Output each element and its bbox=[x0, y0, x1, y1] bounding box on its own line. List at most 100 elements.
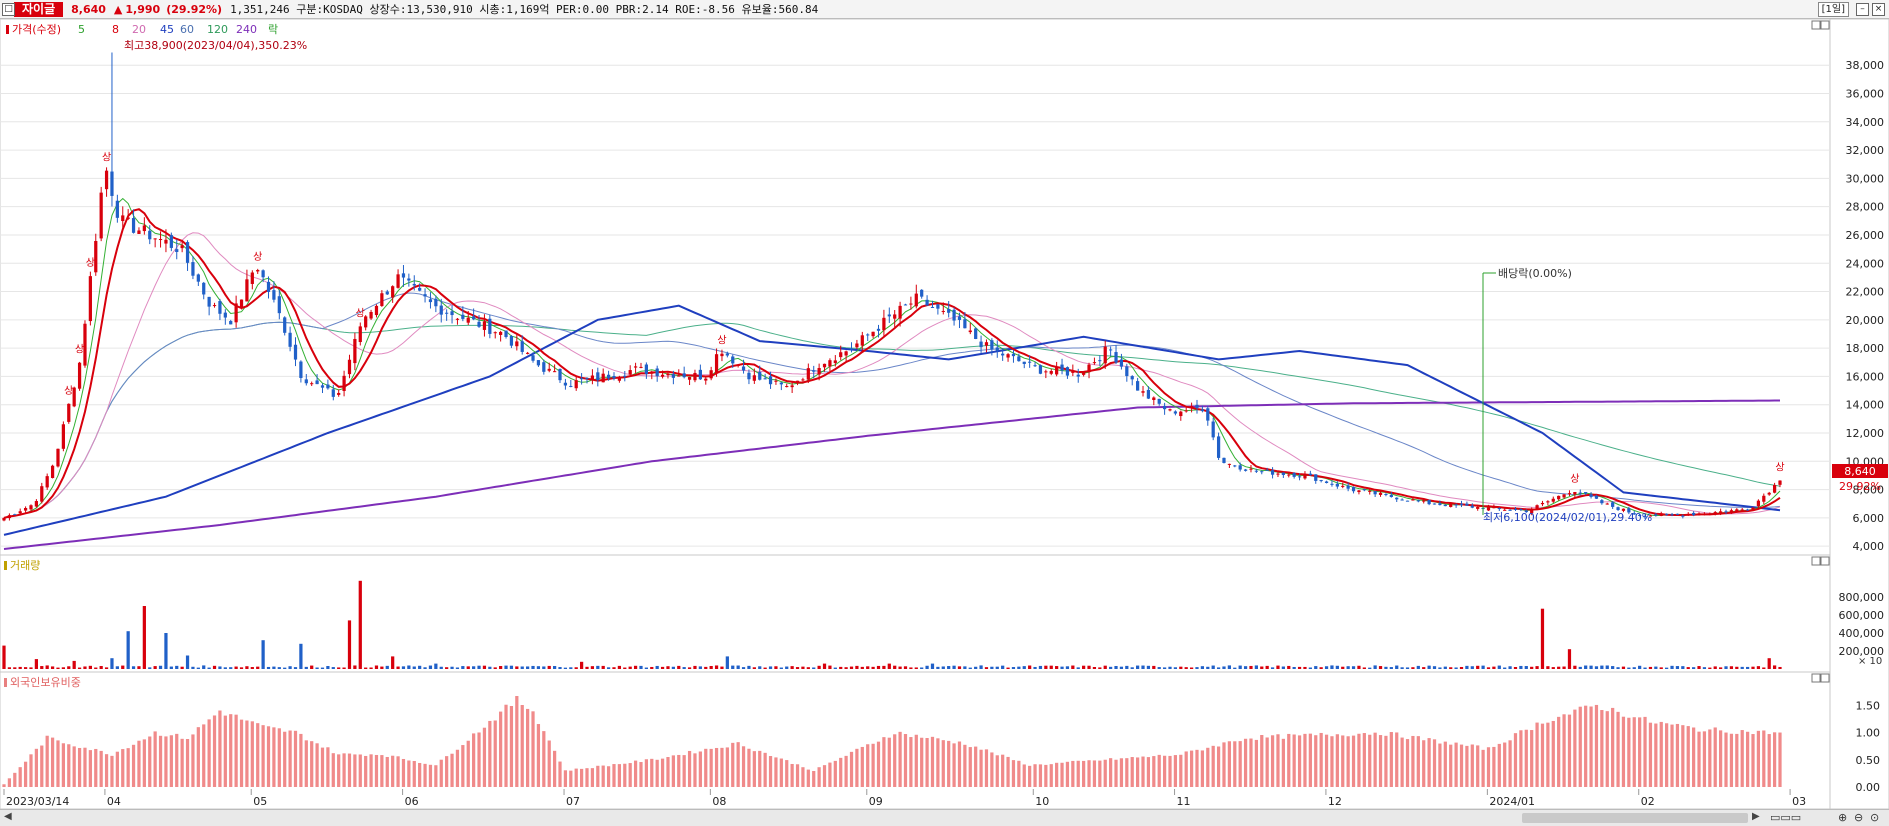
price-panel-minimize-icon[interactable] bbox=[1811, 20, 1821, 30]
candle-body bbox=[18, 511, 22, 514]
volume-bar bbox=[445, 667, 449, 669]
stock-name[interactable]: 자이글 bbox=[14, 1, 64, 17]
foreign-bar bbox=[1265, 737, 1269, 787]
volume-bar bbox=[1519, 665, 1523, 669]
volume-bar bbox=[2, 645, 6, 669]
foreign-bar bbox=[1276, 734, 1280, 787]
candle-body bbox=[1697, 513, 1701, 516]
price-panel-maximize-icon[interactable] bbox=[1820, 20, 1830, 30]
volume-bar bbox=[1621, 666, 1626, 669]
candle-body bbox=[1125, 366, 1129, 377]
volume-bar bbox=[747, 665, 751, 669]
candle-body bbox=[790, 385, 794, 388]
window-menu-icon[interactable]: □ bbox=[2, 3, 15, 16]
foreign-bar bbox=[1724, 732, 1728, 787]
candle-body bbox=[1395, 497, 1399, 500]
candle-body bbox=[768, 376, 773, 385]
foreign-bar bbox=[1136, 757, 1140, 787]
candle-body bbox=[606, 374, 611, 379]
volume-panel-minimize-icon[interactable] bbox=[1811, 556, 1821, 566]
candle-body bbox=[1605, 503, 1609, 505]
candle-body bbox=[947, 309, 951, 313]
foreign-bar bbox=[1772, 732, 1777, 787]
scroll-left-icon[interactable]: ◀ bbox=[4, 811, 12, 822]
volume-bar bbox=[185, 655, 190, 669]
volume-bar bbox=[1762, 667, 1766, 669]
candle-body bbox=[1270, 470, 1275, 475]
horizontal-scrollbar[interactable]: ◀ ▶ ▭▭▭ ⊕ ⊖ ⊙ bbox=[0, 809, 1889, 826]
scroll-thumb[interactable] bbox=[1522, 813, 1748, 823]
volume-bar bbox=[126, 631, 130, 669]
candle-body bbox=[61, 424, 65, 449]
minimize-icon[interactable]: – bbox=[1856, 3, 1869, 16]
candle-body bbox=[1001, 353, 1005, 356]
volume-bar bbox=[1314, 666, 1318, 669]
foreign-bar bbox=[704, 748, 708, 787]
candle-body bbox=[698, 369, 702, 380]
candle-body bbox=[693, 372, 697, 381]
foreign-bar bbox=[639, 762, 643, 787]
candle-body bbox=[1184, 410, 1188, 412]
volume-bar bbox=[1087, 665, 1091, 669]
foreign-bar bbox=[245, 720, 249, 787]
foreign-bar bbox=[833, 760, 837, 787]
candle-body bbox=[1594, 495, 1599, 499]
volume-panel-maximize-icon[interactable] bbox=[1820, 556, 1830, 566]
stock-chart[interactable]: 가격(수정) 5 8 20 45 60 120 240 락 상상상상상상상상상 … bbox=[0, 18, 1889, 810]
volume-bar bbox=[752, 667, 756, 669]
legend-ma-5: 5 bbox=[78, 23, 85, 36]
close-icon[interactable]: × bbox=[1872, 3, 1885, 16]
volume-bar bbox=[99, 666, 103, 669]
candle-body bbox=[979, 341, 983, 348]
volume-bar bbox=[40, 666, 44, 669]
foreign-bar bbox=[1146, 757, 1151, 787]
foreign-bar bbox=[185, 739, 190, 787]
volume-bar bbox=[1233, 667, 1237, 669]
candle-body bbox=[1028, 361, 1032, 363]
foreign-bar bbox=[29, 754, 33, 787]
zoom-reset-icon[interactable]: ⊙ bbox=[1870, 811, 1880, 824]
volume-bar bbox=[1119, 666, 1124, 669]
period-button[interactable]: [1일] bbox=[1817, 2, 1849, 17]
foreign-bar bbox=[1184, 751, 1188, 787]
zoom-out-icon[interactable]: ⊖ bbox=[1854, 811, 1864, 824]
foreign-bar bbox=[1508, 740, 1512, 787]
foreign-bar bbox=[1092, 760, 1097, 787]
candle-body bbox=[7, 515, 12, 519]
zoom-slider-icon[interactable]: ▭▭▭ bbox=[1770, 811, 1802, 824]
foreign-bar bbox=[790, 763, 794, 787]
volume-bar bbox=[1416, 665, 1420, 669]
volume-bar bbox=[1055, 666, 1059, 669]
candle-body bbox=[466, 317, 470, 323]
foreign-panel-minimize-icon[interactable] bbox=[1811, 673, 1821, 683]
volume-bar bbox=[137, 666, 141, 669]
candle-body bbox=[1486, 507, 1491, 511]
candle-body bbox=[882, 317, 886, 331]
foreign-panel-maximize-icon[interactable] bbox=[1820, 673, 1830, 683]
volume-bar bbox=[342, 667, 346, 669]
foreign-bar bbox=[1470, 744, 1474, 787]
scroll-right-icon[interactable]: ▶ bbox=[1752, 811, 1760, 822]
foreign-bar bbox=[1762, 730, 1766, 787]
candle-body bbox=[1557, 495, 1561, 500]
foreign-bar bbox=[1740, 730, 1744, 787]
candle-body bbox=[1297, 476, 1302, 478]
zoom-in-icon[interactable]: ⊕ bbox=[1838, 811, 1848, 824]
volume-bar bbox=[1243, 666, 1248, 669]
foreign-bar bbox=[1076, 760, 1080, 787]
volume-bar bbox=[812, 667, 816, 669]
x-axis-labels: 2023/03/14 04 05 06 07 08 09 10 11 12 2024/01 02 03 bbox=[3, 789, 1806, 808]
candle-body bbox=[1109, 349, 1113, 351]
candle-body bbox=[731, 356, 735, 364]
candle-body bbox=[1038, 365, 1043, 374]
volume-unit: × 10 bbox=[1858, 656, 1882, 667]
volume-bar bbox=[941, 666, 945, 669]
volume-bar bbox=[531, 665, 535, 669]
volume-bar bbox=[1562, 666, 1566, 669]
volume-bar bbox=[1513, 667, 1518, 669]
foreign-bar bbox=[1659, 721, 1663, 787]
x-axis-label: 07 bbox=[566, 795, 580, 808]
candle-body bbox=[655, 368, 659, 377]
foreign-bar bbox=[785, 760, 789, 787]
candle-body bbox=[358, 326, 362, 343]
